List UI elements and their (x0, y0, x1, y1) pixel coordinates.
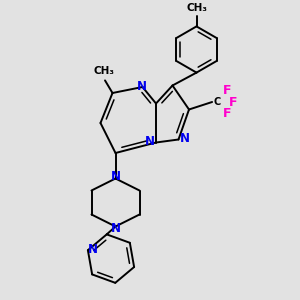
Text: C: C (213, 97, 220, 107)
Text: N: N (144, 135, 154, 148)
Text: CH₃: CH₃ (93, 66, 114, 76)
Text: N: N (88, 243, 98, 256)
Text: F: F (229, 95, 237, 109)
Text: CH₃: CH₃ (187, 3, 208, 13)
Text: N: N (137, 80, 147, 93)
Text: N: N (110, 221, 121, 235)
Text: N: N (180, 132, 190, 146)
Text: F: F (223, 84, 231, 98)
Text: F: F (223, 106, 231, 120)
Text: N: N (110, 170, 121, 184)
